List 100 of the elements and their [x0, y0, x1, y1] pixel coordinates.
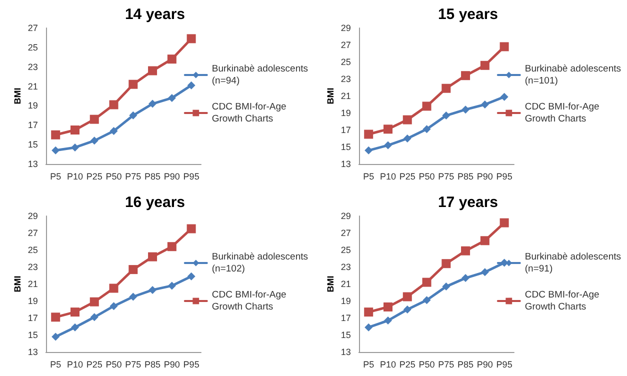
x-tick-label: P10	[66, 172, 83, 182]
y-tick-label: 19	[28, 296, 38, 306]
point	[461, 71, 470, 80]
x-tick-label: P10	[66, 360, 83, 370]
y-tick-label: 25	[340, 245, 351, 255]
x-tick-label: P95	[496, 172, 512, 182]
y-tick-label: 13	[340, 347, 351, 357]
y-tick-label: 27	[340, 40, 351, 50]
point	[422, 296, 431, 304]
point	[90, 136, 98, 145]
point	[187, 81, 196, 90]
y-tick-label: 23	[28, 62, 38, 72]
chart-title: 15 years	[438, 6, 498, 23]
point	[51, 130, 60, 140]
y-tick-label: 23	[340, 262, 351, 272]
x-tick-label: P75	[125, 360, 142, 370]
y-tick-label: 15	[340, 330, 351, 340]
point	[442, 259, 451, 268]
y-tick-label: 13	[28, 159, 38, 169]
x-tick-label: P95	[183, 360, 200, 370]
point	[422, 278, 432, 287]
y-tick-label: 21	[340, 91, 351, 101]
legend-label: Burkinabè adolescents (n=91)	[524, 252, 622, 274]
point	[480, 236, 490, 246]
point	[70, 308, 80, 317]
point	[110, 126, 118, 135]
y-tick-label: 21	[340, 279, 351, 289]
point	[402, 292, 412, 302]
legend-label: CDC BMI-for-Age Growth Charts	[212, 102, 286, 124]
point	[422, 125, 431, 134]
point	[383, 302, 392, 312]
y-tick-label: 29	[340, 23, 351, 33]
x-tick-label: P95	[183, 172, 200, 182]
point	[110, 302, 118, 310]
point	[70, 323, 79, 332]
point	[442, 84, 451, 93]
point	[384, 316, 392, 325]
y-axis-title: BMI	[12, 88, 22, 104]
x-tick-label: P10	[380, 360, 396, 370]
point	[364, 146, 373, 154]
point	[109, 100, 118, 110]
x-tick-label: P85	[144, 172, 161, 182]
point	[462, 106, 470, 114]
point	[109, 284, 118, 293]
x-tick-label: P25	[86, 360, 102, 370]
point	[402, 115, 412, 124]
y-tick-label: 17	[340, 125, 351, 135]
y-axis-title: BMI	[325, 276, 336, 292]
chart-title: 17 years	[438, 194, 498, 211]
point	[167, 242, 176, 252]
chart-title: 14 years	[124, 6, 186, 23]
point	[186, 34, 196, 44]
y-axis-title: BMI	[12, 276, 22, 292]
x-tick-label: P25	[399, 172, 416, 182]
point	[70, 143, 79, 152]
chart-title: 16 years	[124, 194, 186, 211]
legend-label: CDC BMI-for-Age Growth Charts	[524, 290, 600, 312]
x-tick-label: P50	[418, 360, 435, 370]
y-tick-label: 19	[340, 108, 351, 118]
point	[364, 323, 373, 332]
legend-label: Burkinabè adolescents (n=101)	[524, 64, 622, 86]
x-tick-label: P75	[438, 172, 454, 182]
point	[480, 100, 489, 108]
point	[148, 252, 158, 262]
x-tick-label: P5	[50, 360, 62, 370]
point	[462, 274, 470, 282]
y-tick-label: 27	[28, 23, 38, 33]
x-tick-label: P25	[399, 360, 416, 370]
y-tick-label: 19	[340, 296, 351, 306]
point	[148, 100, 157, 108]
y-tick-label: 21	[28, 81, 38, 92]
point	[442, 282, 450, 291]
point	[168, 282, 176, 290]
point	[128, 265, 138, 274]
y-tick-label: 15	[340, 142, 351, 152]
point	[480, 60, 490, 70]
x-tick-label: P50	[418, 172, 435, 182]
x-tick-label: P85	[458, 172, 474, 182]
point	[384, 141, 392, 150]
point	[52, 146, 60, 154]
y-tick-label: 25	[28, 245, 38, 255]
legend-label: Burkinabè adolescents (n=102)	[212, 252, 308, 274]
x-tick-label: P95	[496, 360, 512, 370]
point	[442, 112, 450, 120]
point	[422, 102, 432, 111]
x-tick-label: P85	[144, 360, 161, 370]
point	[52, 332, 60, 341]
x-tick-label: P75	[438, 360, 454, 370]
point	[500, 92, 508, 101]
point	[90, 114, 99, 124]
x-tick-label: P5	[363, 360, 374, 370]
point	[364, 308, 374, 317]
x-tick-label: P90	[164, 360, 180, 370]
x-tick-label: P90	[476, 360, 493, 370]
point	[129, 111, 138, 120]
x-tick-label: P50	[106, 172, 122, 182]
y-tick-label: 17	[28, 313, 38, 323]
point	[500, 218, 509, 228]
x-tick-label: P10	[380, 172, 396, 182]
y-tick-label: 21	[28, 279, 38, 289]
